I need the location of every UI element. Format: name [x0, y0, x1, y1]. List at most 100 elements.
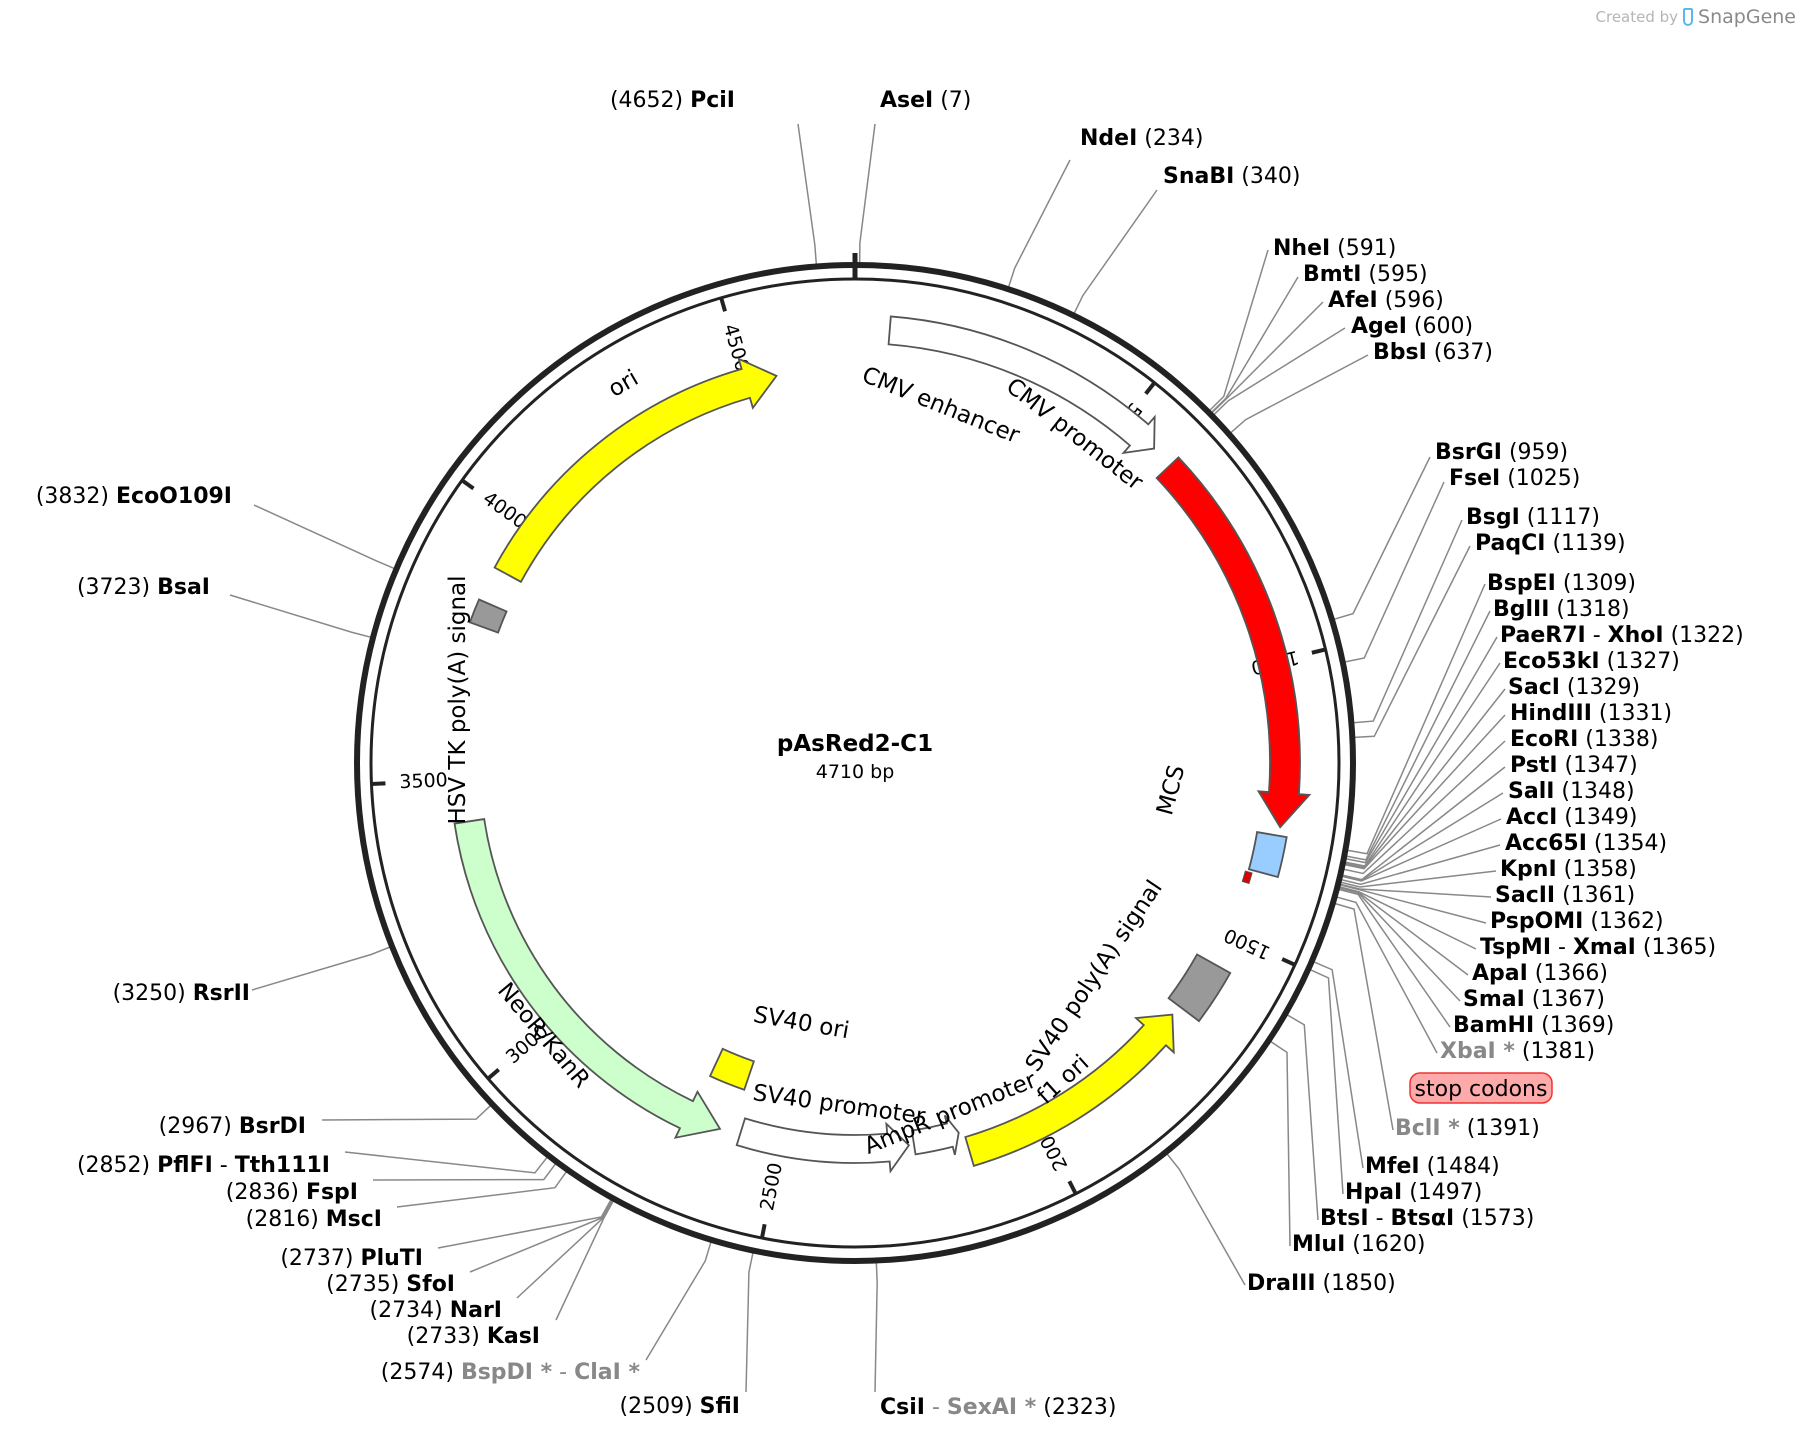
leader-smai: [1338, 887, 1461, 1002]
leader-acci: [1341, 818, 1502, 882]
site-label-afei: AfeI (596): [1328, 288, 1444, 313]
site-label-nhei: NheI (591): [1273, 236, 1396, 261]
snapgene-brand-text: SnapGene: [1698, 6, 1796, 28]
leader-bbsi: [1230, 354, 1369, 434]
leader-bspei: [1347, 583, 1486, 855]
leader-bcli: [1334, 902, 1394, 1131]
site-label-ecoo109i: (3832) EcoO109I: [36, 484, 232, 509]
leader-agei: [1213, 327, 1346, 416]
created-by-text: Created by: [1595, 8, 1679, 26]
site-label-pcii: (4652) PciI: [610, 88, 735, 113]
tick-label: 2500: [756, 1161, 787, 1213]
leader-pflfi: [344, 1151, 548, 1174]
leader-xbai: [1336, 896, 1438, 1054]
leader-mfei: [1313, 961, 1364, 1169]
feature-f1-ori: [964, 1013, 1175, 1167]
tick-label: 1500: [1221, 923, 1274, 963]
snapgene-credit: Created by SnapGene: [1596, 6, 1796, 28]
site-label-xbai: XbaI * (1381): [1440, 1039, 1595, 1064]
site-label-pspomi: PspOMI (1362): [1490, 909, 1664, 934]
leader-ecori: [1343, 740, 1506, 875]
tick-mark: [1281, 957, 1296, 967]
feature-asred2-tail: [1241, 870, 1253, 885]
leader-bsai: [229, 594, 372, 639]
site-label-sacii: SacII (1361): [1495, 883, 1635, 908]
site-label-paqci: PaqCI (1139): [1475, 531, 1626, 556]
site-label-draiii: DraIII (1850): [1247, 1271, 1396, 1296]
site-label-pluti: (2737) PluTI: [280, 1246, 423, 1271]
leader-bsrdi: [321, 1104, 492, 1121]
site-label-hpai: HpaI (1497): [1345, 1180, 1482, 1205]
site-label-bcli: BclI * (1391): [1395, 1116, 1540, 1141]
leader-nhei: [1209, 249, 1269, 412]
leader-csii: [874, 1262, 878, 1393]
leader-rsrii: [251, 946, 391, 991]
feature-label-mcs: MCS: [1152, 762, 1190, 818]
stop-codons-badge: stop codons: [1409, 1072, 1553, 1104]
leader-paqci: [1354, 545, 1471, 739]
stop-codons-box: [1409, 1072, 1553, 1104]
site-label-sali: SalI (1348): [1508, 779, 1635, 804]
site-label-btsi: BtsI - BtsαI (1573): [1320, 1206, 1534, 1231]
leader-mlui: [1269, 1040, 1291, 1247]
leader-btsi: [1286, 1014, 1319, 1221]
tick-mark: [719, 297, 727, 312]
site-label-csii: CsiI - SexAI * (2323): [880, 1395, 1116, 1420]
site-label-bsrgi: BsrGI (959): [1435, 440, 1568, 465]
leader-kpni: [1340, 870, 1497, 888]
site-label-hindiii: HindIII (1331): [1510, 701, 1672, 726]
leader-acc65i: [1341, 844, 1501, 886]
leader-fspi: [372, 1163, 557, 1181]
site-label-bamhi: BamHI (1369): [1453, 1013, 1614, 1038]
feature-cmv-enhancer: [887, 315, 1156, 455]
leader-afei: [1211, 301, 1324, 414]
site-label-sfii: (2509) SfiI: [620, 1394, 741, 1419]
site-label-acci: AccI (1349): [1506, 805, 1637, 830]
site-label-sfoi: (2735) SfoI: [326, 1272, 455, 1297]
stop-codons-label: stop codons: [1415, 1077, 1548, 1102]
restriction-site-labels: (4652) PciI AseI (7) NdeI (234) SnaBI (340)…: [36, 88, 1744, 1420]
feature-sv40-poly-a-signal: [1167, 953, 1232, 1023]
site-label-fspi: (2836) FspI: [226, 1180, 358, 1205]
leader-bsrgi: [1333, 456, 1431, 621]
site-label-tspmi: TspMI - XmaI (1365): [1480, 935, 1716, 960]
site-label-saci: SacI (1329): [1508, 675, 1640, 700]
site-label-bsgi: BsgI (1117): [1466, 505, 1600, 530]
leader-hpai: [1309, 969, 1344, 1195]
tick-mark: [460, 478, 475, 491]
feature-neor-kanr: [453, 818, 722, 1139]
site-label-asei: AseI (7): [880, 88, 971, 113]
site-label-mfei: MfeI (1484): [1365, 1154, 1500, 1179]
site-label-kasi: (2733) KasI: [407, 1324, 540, 1349]
leader-asei: [858, 123, 876, 264]
snapgene-logo-icon: [1683, 8, 1694, 26]
tick-mark: [1144, 381, 1156, 395]
site-label-pflfi: (2852) PflFI - Tth111I: [77, 1153, 330, 1178]
leader-paer7i: [1345, 636, 1498, 864]
plasmid-name: pAsRed2-C1: [777, 731, 933, 757]
site-label-agei: AgeI (600): [1351, 314, 1473, 339]
site-label-bbsi: BbsI (637): [1373, 340, 1493, 365]
leader-ecoo109i: [253, 504, 395, 570]
site-label-smai: SmaI (1367): [1463, 987, 1605, 1012]
tick-mark: [1067, 1180, 1078, 1195]
site-label-msci: (2816) MscI: [246, 1207, 382, 1232]
site-label-bspei: BspEI (1309): [1487, 571, 1636, 596]
leader-pspomi: [1339, 884, 1487, 924]
plasmid-size: 4710 bp: [816, 761, 895, 783]
feature-label-sv40-promoter: SV40 promoter: [751, 1080, 927, 1130]
site-label-bmti: BmtI (595): [1303, 262, 1428, 287]
leader-kasi: [555, 1200, 615, 1321]
leader-sfii: [745, 1252, 754, 1393]
feature-sv40-promoter: [735, 1117, 911, 1174]
leader-bsgi: [1353, 519, 1463, 724]
feature-ori: [493, 357, 778, 584]
site-label-bsai: (3723) BsaI: [77, 575, 210, 600]
site-label-bspdi: (2574) BspDI * - ClaI *: [381, 1360, 641, 1385]
site-label-ndei: NdeI (234): [1080, 126, 1203, 151]
leader-bamhi: [1338, 888, 1451, 1028]
site-label-snabi: SnaBI (340): [1163, 164, 1300, 189]
site-label-kpni: KpnI (1358): [1500, 857, 1637, 882]
feature-asred2: [1155, 456, 1312, 829]
leader-nari: [516, 1200, 614, 1299]
